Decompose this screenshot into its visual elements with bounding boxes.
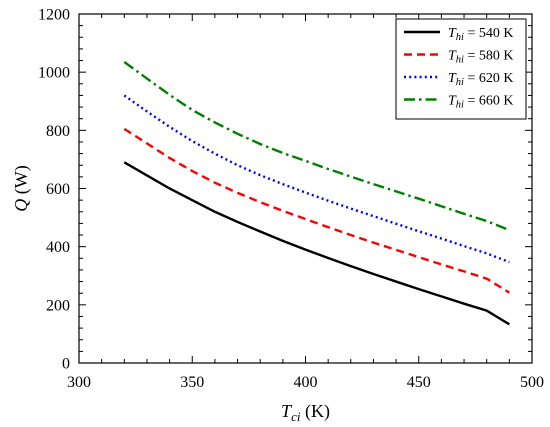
series-line-1 xyxy=(123,161,510,326)
series-line-4 xyxy=(123,61,510,232)
y-tick-label: 200 xyxy=(46,297,70,314)
legend-box xyxy=(395,18,527,120)
legend-label-1: Thi = 540 K xyxy=(448,26,513,43)
y-tick-label: 600 xyxy=(46,181,70,198)
legend-label-2: Thi = 580 K xyxy=(448,49,513,66)
series-layer xyxy=(123,61,510,326)
x-tick-label: 350 xyxy=(180,374,204,391)
labels-layer: 300 350 400 450 500 0 200 400 600 800 1000 1200 Tci … xyxy=(11,7,544,425)
x-axis-label: Tci (K) xyxy=(281,401,330,424)
x-tick-label: 500 xyxy=(520,374,544,391)
y-tick-label: 800 xyxy=(46,123,70,140)
x-tick-label: 450 xyxy=(407,374,431,391)
x-tick-label: 300 xyxy=(67,374,91,391)
x-tick-label: 400 xyxy=(294,374,318,391)
y-tick-label: 400 xyxy=(46,239,70,256)
y-tick-label: 1000 xyxy=(38,65,70,82)
legend-label-3: Thi = 620 K xyxy=(448,71,513,88)
y-axis-label: Q (W) xyxy=(11,165,32,211)
legend: Thi = 540 K Thi = 580 K Thi = 620 K Thi = 6… xyxy=(395,18,527,120)
legend-label-4: Thi = 660 K xyxy=(448,94,513,111)
series-line-3 xyxy=(123,94,510,264)
axes-layer xyxy=(78,13,533,364)
y-tick-label: 0 xyxy=(62,356,70,373)
series-line-2 xyxy=(123,127,510,294)
y-tick-label: 1200 xyxy=(38,7,70,24)
